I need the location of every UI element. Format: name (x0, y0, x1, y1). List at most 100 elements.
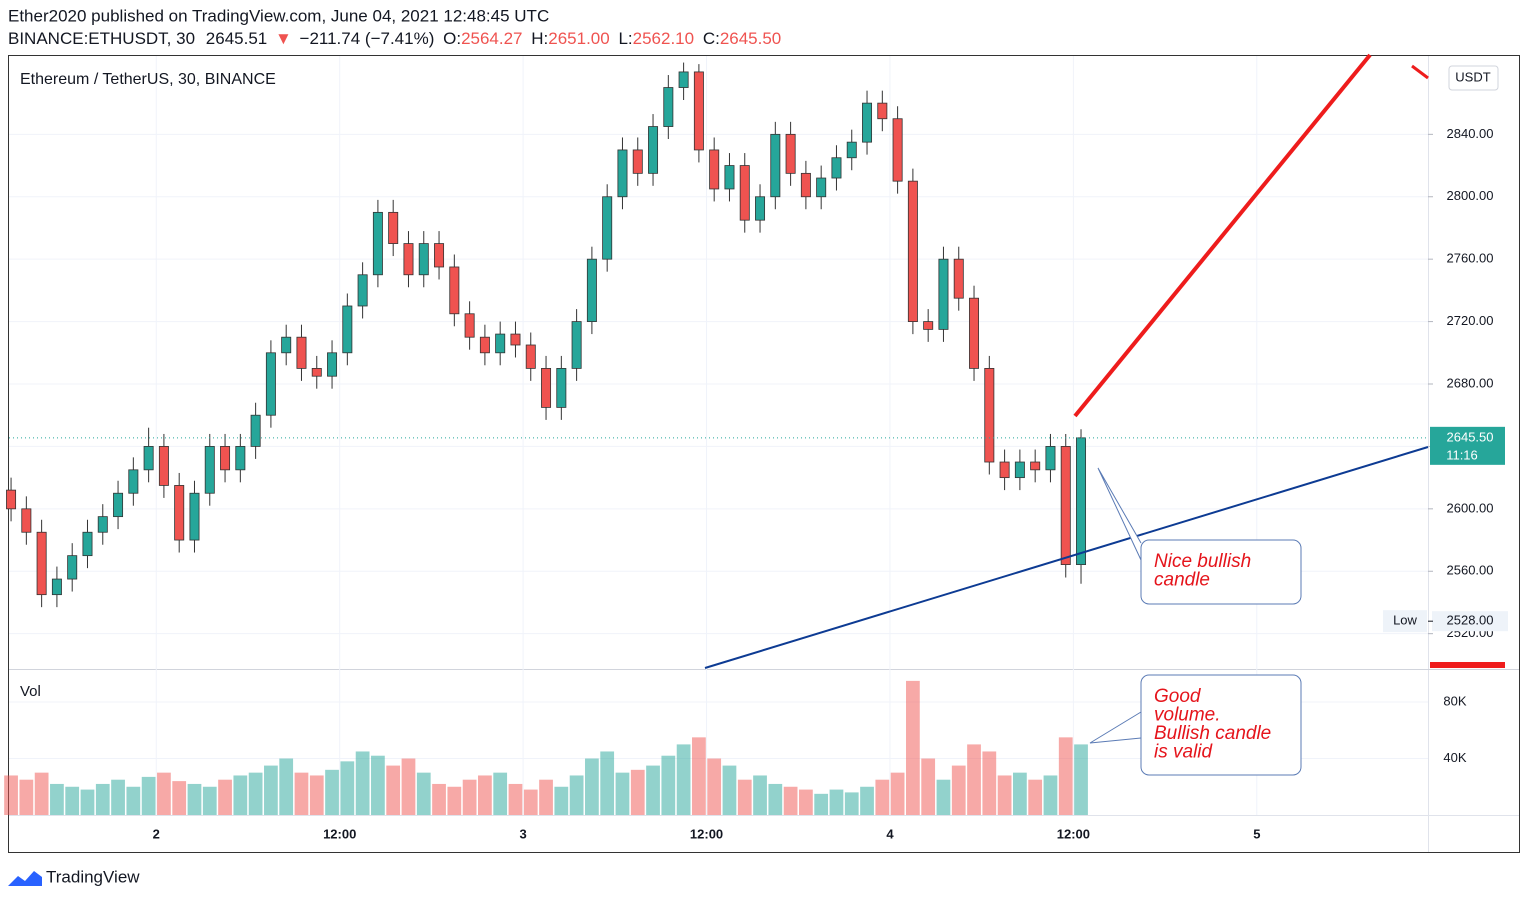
volume-bar (401, 758, 416, 815)
callout-box (1140, 539, 1302, 605)
cropped-label (1430, 662, 1505, 668)
candle-body (525, 344, 536, 369)
candle-body (969, 297, 980, 369)
volume-bar (936, 779, 951, 815)
c-label: C: (703, 29, 720, 48)
volume-bar (722, 765, 737, 815)
volume-bar (309, 775, 324, 815)
candle-body (663, 87, 674, 127)
volume-bar (615, 772, 630, 815)
x-tick-label: 4 (886, 826, 894, 841)
annotation-text: candle (1154, 570, 1210, 591)
arrow-head (1411, 64, 1429, 80)
volume-bar (783, 786, 798, 815)
candle-body (877, 102, 888, 120)
volume-bar (997, 775, 1012, 815)
volume-bar (630, 769, 645, 815)
candle-body (235, 446, 246, 471)
candle-body (296, 336, 307, 369)
annotation-text: is valid (1154, 742, 1214, 763)
volume-bar (218, 779, 232, 815)
candle-body (541, 368, 552, 408)
volume-bar (202, 786, 217, 815)
volume-bar (737, 779, 752, 815)
candle-body (403, 243, 414, 276)
candle-body (311, 368, 322, 377)
candle-body (785, 133, 796, 174)
y-tick-label: 2720.00 (1447, 313, 1494, 328)
candle-body (204, 446, 215, 494)
volume-bar (478, 775, 492, 815)
callout-pointer (1089, 711, 1142, 744)
candle-body (342, 305, 353, 354)
candle-body (1076, 437, 1087, 565)
candle-body (281, 336, 292, 354)
volume-bar (386, 765, 401, 815)
trend-line (704, 446, 1429, 669)
candle-body (479, 336, 490, 354)
volume-bar (554, 786, 569, 815)
volume-bar (829, 789, 844, 815)
volume-bar (50, 783, 64, 815)
volume-bar (157, 772, 171, 815)
volume-bar (1043, 775, 1058, 815)
volume-bar (80, 789, 95, 815)
chart-frame (8, 55, 1520, 853)
annotation-text: volume. (1154, 705, 1221, 726)
volume-bar (340, 761, 355, 815)
x-tick-label: 3 (519, 826, 526, 841)
volume-bar (600, 751, 615, 815)
volume-bar (294, 772, 309, 815)
candle-body (678, 71, 689, 88)
chart-title: Ethereum / TetherUS, 30, BINANCE (20, 71, 276, 88)
annotation-text: Bullish candle (1154, 723, 1271, 744)
volume-bar (462, 779, 477, 815)
last-price-label: 2645.50 (1447, 429, 1494, 444)
candle-body (862, 102, 873, 143)
h-label: H: (531, 29, 548, 48)
candle-body (174, 485, 185, 541)
volume-bar (447, 786, 462, 815)
volume-bar (921, 758, 936, 815)
x-tick-label: 12:00 (1057, 826, 1090, 841)
candle-body (21, 508, 32, 533)
volume-bar (768, 783, 783, 815)
candle-body (372, 211, 383, 276)
candle-body (556, 368, 567, 408)
volume-bar (233, 775, 248, 815)
volume-tick-label: 40K (1443, 750, 1466, 765)
volume-bar (141, 776, 156, 815)
candle-body (586, 258, 597, 322)
candle-body (220, 446, 231, 471)
candle-body (831, 157, 842, 179)
volume-bar (432, 783, 446, 815)
candle-body (1030, 461, 1041, 471)
countdown: 11:16 (1446, 447, 1478, 462)
volume-bar (172, 781, 187, 815)
low-value: 2528.00 (1447, 613, 1494, 628)
volume-bar (416, 772, 431, 815)
volume-bar (906, 680, 920, 815)
arrow-line (1073, 53, 1372, 418)
candle-body (571, 321, 582, 369)
y-tick-label: 2680.00 (1447, 375, 1494, 390)
volume-bar (19, 779, 34, 815)
candle-body (357, 274, 368, 307)
published-line: Ether2020 published on TradingView.com, … (8, 6, 549, 25)
candle-body (632, 149, 643, 174)
volume-bar (508, 783, 523, 815)
candle-body (709, 149, 720, 190)
candle-body (724, 165, 735, 190)
currency: USDT (1455, 69, 1490, 84)
candle-body (923, 321, 934, 330)
y-tick-label: 2760.00 (1447, 251, 1494, 266)
logo (8, 871, 42, 886)
volume-bar (95, 783, 110, 815)
volume-bar (875, 779, 890, 815)
volume-bar (646, 765, 660, 815)
volume-bar (753, 775, 767, 815)
candle-body (770, 133, 781, 198)
volume-bar (111, 779, 125, 815)
volume-bar (585, 758, 599, 815)
volume-bar (569, 775, 584, 815)
